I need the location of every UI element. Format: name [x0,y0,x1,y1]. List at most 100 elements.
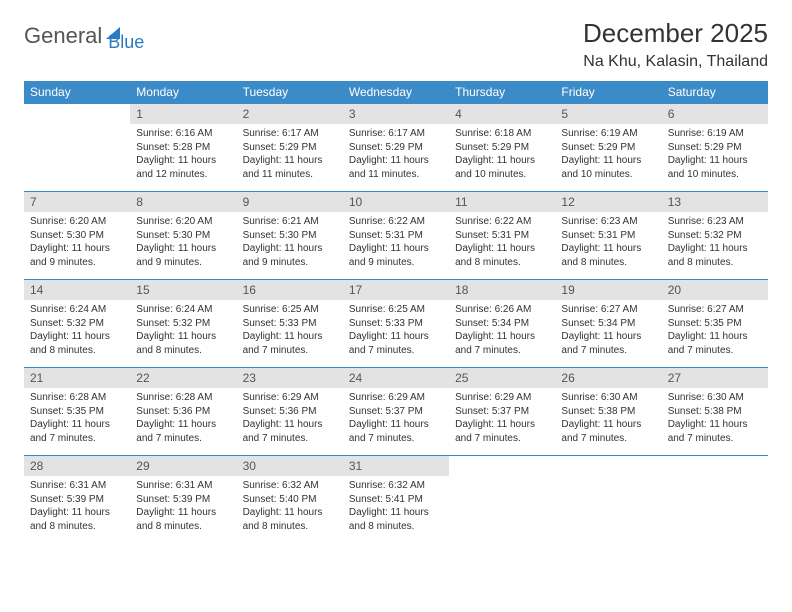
day-detail-line: Daylight: 11 hours [349,506,443,520]
day-detail-line: Sunset: 5:37 PM [455,405,549,419]
calendar-day-cell: 20Sunrise: 6:27 AMSunset: 5:35 PMDayligh… [662,280,768,368]
weekday-header: Thursday [449,81,555,104]
day-detail-line: and 7 minutes. [561,432,655,446]
day-number: 11 [449,192,555,212]
calendar-day-cell: 14Sunrise: 6:24 AMSunset: 5:32 PMDayligh… [24,280,130,368]
calendar-day-cell: 10Sunrise: 6:22 AMSunset: 5:31 PMDayligh… [343,192,449,280]
day-detail-line: Sunset: 5:30 PM [30,229,124,243]
day-number: 27 [662,368,768,388]
day-detail-line: Sunrise: 6:16 AM [136,127,230,141]
calendar-week-row: 28Sunrise: 6:31 AMSunset: 5:39 PMDayligh… [24,456,768,544]
day-detail-line: Daylight: 11 hours [561,154,655,168]
day-detail-line: Sunrise: 6:31 AM [30,479,124,493]
day-number: 7 [24,192,130,212]
calendar-day-cell: 19Sunrise: 6:27 AMSunset: 5:34 PMDayligh… [555,280,661,368]
calendar-day-cell: 3Sunrise: 6:17 AMSunset: 5:29 PMDaylight… [343,104,449,192]
day-detail-line: Daylight: 11 hours [668,242,762,256]
day-details: Sunrise: 6:22 AMSunset: 5:31 PMDaylight:… [343,212,449,272]
day-details: Sunrise: 6:20 AMSunset: 5:30 PMDaylight:… [24,212,130,272]
calendar-empty-cell [662,456,768,544]
calendar-day-cell: 25Sunrise: 6:29 AMSunset: 5:37 PMDayligh… [449,368,555,456]
day-detail-line: Sunset: 5:34 PM [455,317,549,331]
day-detail-line: Daylight: 11 hours [30,506,124,520]
day-detail-line: Sunrise: 6:19 AM [668,127,762,141]
day-number: 25 [449,368,555,388]
day-detail-line: Sunrise: 6:23 AM [561,215,655,229]
day-details: Sunrise: 6:31 AMSunset: 5:39 PMDaylight:… [24,476,130,536]
calendar-day-cell: 30Sunrise: 6:32 AMSunset: 5:40 PMDayligh… [237,456,343,544]
day-detail-line: and 8 minutes. [30,520,124,534]
day-detail-line: Sunset: 5:36 PM [136,405,230,419]
day-detail-line: Sunrise: 6:29 AM [455,391,549,405]
day-detail-line: and 7 minutes. [455,432,549,446]
calendar-day-cell: 27Sunrise: 6:30 AMSunset: 5:38 PMDayligh… [662,368,768,456]
day-detail-line: Daylight: 11 hours [136,330,230,344]
day-detail-line: Daylight: 11 hours [243,418,337,432]
day-detail-line: Daylight: 11 hours [455,154,549,168]
day-number: 20 [662,280,768,300]
day-detail-line: Daylight: 11 hours [561,330,655,344]
calendar-week-row: 14Sunrise: 6:24 AMSunset: 5:32 PMDayligh… [24,280,768,368]
day-detail-line: and 8 minutes. [561,256,655,270]
day-details: Sunrise: 6:21 AMSunset: 5:30 PMDaylight:… [237,212,343,272]
day-detail-line: Sunset: 5:29 PM [668,141,762,155]
day-details: Sunrise: 6:22 AMSunset: 5:31 PMDaylight:… [449,212,555,272]
day-detail-line: Daylight: 11 hours [349,330,443,344]
day-number: 1 [130,104,236,124]
day-detail-line: and 7 minutes. [243,432,337,446]
day-detail-line: Daylight: 11 hours [30,418,124,432]
day-detail-line: Sunset: 5:41 PM [349,493,443,507]
day-number: 18 [449,280,555,300]
weekday-header: Monday [130,81,236,104]
calendar-day-cell: 23Sunrise: 6:29 AMSunset: 5:36 PMDayligh… [237,368,343,456]
day-details [24,110,130,116]
day-detail-line: Daylight: 11 hours [243,154,337,168]
day-details: Sunrise: 6:23 AMSunset: 5:31 PMDaylight:… [555,212,661,272]
weekday-header: Saturday [662,81,768,104]
calendar-day-cell: 24Sunrise: 6:29 AMSunset: 5:37 PMDayligh… [343,368,449,456]
day-detail-line: and 7 minutes. [455,344,549,358]
day-detail-line: and 10 minutes. [455,168,549,182]
day-detail-line: and 9 minutes. [349,256,443,270]
calendar-table: SundayMondayTuesdayWednesdayThursdayFrid… [24,81,768,544]
day-details: Sunrise: 6:16 AMSunset: 5:28 PMDaylight:… [130,124,236,184]
calendar-day-cell: 11Sunrise: 6:22 AMSunset: 5:31 PMDayligh… [449,192,555,280]
day-detail-line: Sunset: 5:30 PM [243,229,337,243]
day-detail-line: Sunrise: 6:27 AM [561,303,655,317]
calendar-day-cell: 28Sunrise: 6:31 AMSunset: 5:39 PMDayligh… [24,456,130,544]
day-detail-line: and 7 minutes. [243,344,337,358]
day-detail-line: Sunset: 5:31 PM [455,229,549,243]
day-detail-line: and 11 minutes. [243,168,337,182]
day-detail-line: Sunrise: 6:28 AM [30,391,124,405]
calendar-week-row: 7Sunrise: 6:20 AMSunset: 5:30 PMDaylight… [24,192,768,280]
day-detail-line: Sunset: 5:40 PM [243,493,337,507]
calendar-day-cell: 21Sunrise: 6:28 AMSunset: 5:35 PMDayligh… [24,368,130,456]
day-detail-line: and 12 minutes. [136,168,230,182]
day-number: 19 [555,280,661,300]
calendar-day-cell: 12Sunrise: 6:23 AMSunset: 5:31 PMDayligh… [555,192,661,280]
day-number: 21 [24,368,130,388]
day-detail-line: Sunrise: 6:18 AM [455,127,549,141]
day-details: Sunrise: 6:19 AMSunset: 5:29 PMDaylight:… [555,124,661,184]
day-detail-line: Daylight: 11 hours [668,330,762,344]
day-details: Sunrise: 6:32 AMSunset: 5:40 PMDaylight:… [237,476,343,536]
day-detail-line: and 10 minutes. [668,168,762,182]
day-detail-line: Sunset: 5:39 PM [30,493,124,507]
day-detail-line: Sunset: 5:31 PM [349,229,443,243]
calendar-day-cell: 6Sunrise: 6:19 AMSunset: 5:29 PMDaylight… [662,104,768,192]
day-detail-line: and 7 minutes. [349,344,443,358]
day-detail-line: Daylight: 11 hours [243,330,337,344]
day-detail-line: Sunrise: 6:19 AM [561,127,655,141]
calendar-header-row: SundayMondayTuesdayWednesdayThursdayFrid… [24,81,768,104]
day-detail-line: Sunset: 5:32 PM [136,317,230,331]
day-detail-line: Sunrise: 6:17 AM [349,127,443,141]
day-detail-line: Daylight: 11 hours [136,418,230,432]
day-detail-line: Daylight: 11 hours [136,506,230,520]
day-details: Sunrise: 6:29 AMSunset: 5:37 PMDaylight:… [343,388,449,448]
day-detail-line: Sunrise: 6:32 AM [349,479,443,493]
day-detail-line: and 8 minutes. [668,256,762,270]
day-number: 2 [237,104,343,124]
day-detail-line: Sunrise: 6:20 AM [30,215,124,229]
day-number: 30 [237,456,343,476]
day-detail-line: and 10 minutes. [561,168,655,182]
